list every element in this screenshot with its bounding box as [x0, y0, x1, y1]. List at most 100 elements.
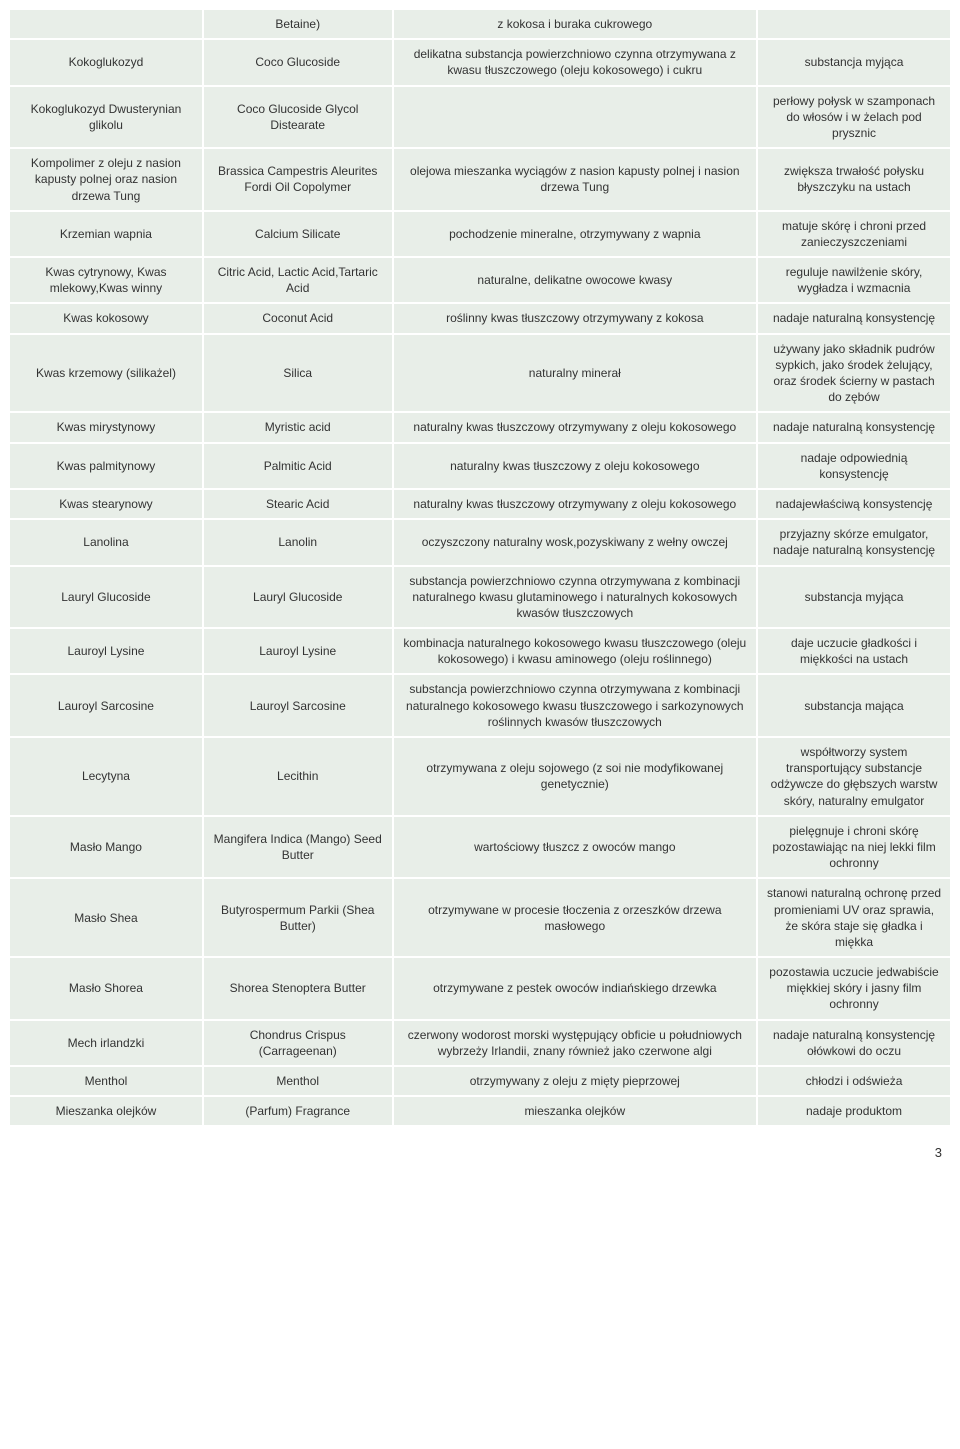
cell-col4: nadajewłaściwą konsystencję: [758, 490, 950, 518]
cell-col3: roślinny kwas tłuszczowy otrzymywany z k…: [394, 304, 757, 332]
table-row: Mieszanka olejków(Parfum) Fragrancemiesz…: [10, 1097, 950, 1125]
cell-col1: Mech irlandzki: [10, 1021, 202, 1065]
cell-col4: substancja myjąca: [758, 40, 950, 84]
cell-col1: Kokoglukozyd Dwusterynian glikolu: [10, 87, 202, 148]
cell-col2: Butyrospermum Parkii (Shea Butter): [204, 879, 392, 956]
cell-col3: naturalne, delikatne owocowe kwasy: [394, 258, 757, 302]
cell-col2: Lauroyl Lysine: [204, 629, 392, 673]
cell-col4: nadaje odpowiednią konsystencję: [758, 444, 950, 488]
table-row: Masło MangoMangifera Indica (Mango) Seed…: [10, 817, 950, 878]
table-row: LecytynaLecithinotrzymywana z oleju sojo…: [10, 738, 950, 815]
cell-col4: perłowy połysk w szamponach do włosów i …: [758, 87, 950, 148]
table-row: Kokoglukozyd Dwusterynian glikoluCoco Gl…: [10, 87, 950, 148]
cell-col1: Kokoglukozyd: [10, 40, 202, 84]
cell-col4: [758, 10, 950, 38]
cell-col1: Masło Shorea: [10, 958, 202, 1019]
cell-col1: Kwas cytrynowy, Kwas mlekowy,Kwas winny: [10, 258, 202, 302]
cell-col2: Stearic Acid: [204, 490, 392, 518]
table-row: MentholMentholotrzymywany z oleju z mięt…: [10, 1067, 950, 1095]
cell-col3: otrzymywany z oleju z mięty pieprzowej: [394, 1067, 757, 1095]
cell-col4: chłodzi i odświeża: [758, 1067, 950, 1095]
table-body: Betaine)z kokosa i buraka cukrowegoKokog…: [10, 10, 950, 1125]
cell-col3: naturalny minerał: [394, 335, 757, 412]
table-row: Masło ShoreaShorea Stenoptera Butterotrz…: [10, 958, 950, 1019]
cell-col1: Menthol: [10, 1067, 202, 1095]
table-row: Krzemian wapniaCalcium Silicatepochodzen…: [10, 212, 950, 256]
cell-col4: substancja myjąca: [758, 567, 950, 628]
cell-col3: olejowa mieszanka wyciągów z nasion kapu…: [394, 149, 757, 210]
ingredients-table: Betaine)z kokosa i buraka cukrowegoKokog…: [8, 8, 952, 1127]
cell-col3: wartościowy tłuszcz z owoców mango: [394, 817, 757, 878]
cell-col1: Kwas kokosowy: [10, 304, 202, 332]
table-row: Kwas mirystynowyMyristic acidnaturalny k…: [10, 413, 950, 441]
cell-col1: [10, 10, 202, 38]
cell-col4: pozostawia uczucie jedwabiście miękkiej …: [758, 958, 950, 1019]
cell-col1: Kwas palmitynowy: [10, 444, 202, 488]
cell-col3: substancja powierzchniowo czynna otrzymy…: [394, 567, 757, 628]
cell-col4: daje uczucie gładkości i miękkości na us…: [758, 629, 950, 673]
table-row: KokoglukozydCoco Glucosidedelikatna subs…: [10, 40, 950, 84]
cell-col3: delikatna substancja powierzchniowo czyn…: [394, 40, 757, 84]
cell-col1: Krzemian wapnia: [10, 212, 202, 256]
cell-col3: otrzymywana z oleju sojowego (z soi nie …: [394, 738, 757, 815]
cell-col2: Citric Acid, Lactic Acid,Tartaric Acid: [204, 258, 392, 302]
cell-col3: kombinacja naturalnego kokosowego kwasu …: [394, 629, 757, 673]
table-row: Lauroyl SarcosineLauroyl Sarcosine substa…: [10, 675, 950, 736]
cell-col2: Palmitic Acid: [204, 444, 392, 488]
cell-col1: Masło Shea: [10, 879, 202, 956]
cell-col2: (Parfum) Fragrance: [204, 1097, 392, 1125]
cell-col2: Chondrus Crispus (Carrageenan): [204, 1021, 392, 1065]
table-row: Betaine)z kokosa i buraka cukrowego: [10, 10, 950, 38]
cell-col1: Lauroyl Sarcosine: [10, 675, 202, 736]
cell-col4: stanowi naturalną ochronę przed promieni…: [758, 879, 950, 956]
cell-col2: Mangifera Indica (Mango) Seed Butter: [204, 817, 392, 878]
cell-col2: Brassica Campestris Aleurites Fordi Oil …: [204, 149, 392, 210]
cell-col2: Lecithin: [204, 738, 392, 815]
cell-col2: Coconut Acid: [204, 304, 392, 332]
cell-col3: otrzymywane z pestek owoców indiańskiego…: [394, 958, 757, 1019]
cell-col1: Kwas mirystynowy: [10, 413, 202, 441]
cell-col3: otrzymywane w procesie tłoczenia z orzes…: [394, 879, 757, 956]
cell-col4: nadaje naturalną konsystencję: [758, 304, 950, 332]
page-number: 3: [8, 1127, 952, 1160]
cell-col1: Lanolina: [10, 520, 202, 564]
cell-col4: nadaje naturalną konsystencję ołówkowi d…: [758, 1021, 950, 1065]
cell-col3: czerwony wodorost morski występujący obf…: [394, 1021, 757, 1065]
table-row: LanolinaLanolinoczyszczony naturalny wos…: [10, 520, 950, 564]
table-row: Kwas stearynowyStearic Acidnaturalny kwa…: [10, 490, 950, 518]
cell-col3: z kokosa i buraka cukrowego: [394, 10, 757, 38]
table-row: Kompolimer z oleju z nasion kapusty poln…: [10, 149, 950, 210]
cell-col4: przyjazny skórze emulgator, nadaje natur…: [758, 520, 950, 564]
cell-col2: Coco Glucoside Glycol Distearate: [204, 87, 392, 148]
cell-col4: używany jako składnik pudrów sypkich, ja…: [758, 335, 950, 412]
cell-col3: naturalny kwas tłuszczowy otrzymywany z …: [394, 413, 757, 441]
cell-col2: Betaine): [204, 10, 392, 38]
table-row: Kwas krzemowy (silikażel)Silicanaturalny…: [10, 335, 950, 412]
cell-col2: Coco Glucoside: [204, 40, 392, 84]
cell-col1: Masło Mango: [10, 817, 202, 878]
cell-col1: Kwas stearynowy: [10, 490, 202, 518]
cell-col4: substancja mająca: [758, 675, 950, 736]
cell-col3: mieszanka olejków: [394, 1097, 757, 1125]
cell-col3: oczyszczony naturalny wosk,pozyskiwany z…: [394, 520, 757, 564]
cell-col2: Myristic acid: [204, 413, 392, 441]
cell-col1: Mieszanka olejków: [10, 1097, 202, 1125]
cell-col4: zwiększa trwałość połysku błyszczyku na …: [758, 149, 950, 210]
cell-col2: Lauryl Glucoside: [204, 567, 392, 628]
cell-col2: Calcium Silicate: [204, 212, 392, 256]
cell-col1: Kwas krzemowy (silikażel): [10, 335, 202, 412]
cell-col1: Lecytyna: [10, 738, 202, 815]
table-row: Lauryl GlucosideLauryl Glucosidesubstanc…: [10, 567, 950, 628]
table-row: Mech irlandzkiChondrus Crispus (Carragee…: [10, 1021, 950, 1065]
cell-col2: Lauroyl Sarcosine: [204, 675, 392, 736]
cell-col2: Lanolin: [204, 520, 392, 564]
table-row: Kwas kokosowyCoconut Acidroślinny kwas t…: [10, 304, 950, 332]
cell-col1: Lauroyl Lysine: [10, 629, 202, 673]
cell-col2: Menthol: [204, 1067, 392, 1095]
cell-col4: pielęgnuje i chroni skórę pozostawiając …: [758, 817, 950, 878]
cell-col2: Shorea Stenoptera Butter: [204, 958, 392, 1019]
cell-col4: reguluje nawilżenie skóry, wygładza i wz…: [758, 258, 950, 302]
cell-col4: matuje skórę i chroni przed zanieczyszcz…: [758, 212, 950, 256]
cell-col3: naturalny kwas tłuszczowy z oleju kokoso…: [394, 444, 757, 488]
cell-col3: naturalny kwas tłuszczowy otrzymywany z …: [394, 490, 757, 518]
